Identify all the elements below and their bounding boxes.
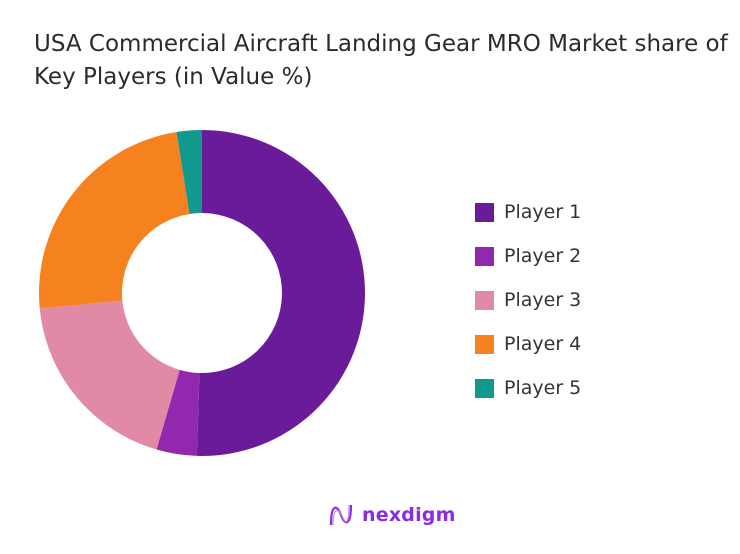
slice-player-5 (176, 130, 202, 214)
legend-item: Player 4 (475, 322, 581, 366)
nexdigm-wave-icon (329, 504, 353, 526)
slice-player-2 (156, 369, 200, 456)
legend-swatch (475, 246, 494, 266)
nexdigm-logo: nexdigm (328, 502, 456, 528)
legend-item: Player 2 (475, 234, 581, 278)
slice-player-4 (39, 132, 190, 309)
legend-swatch (475, 202, 494, 222)
legend-label: Player 1 (504, 201, 582, 223)
legend-swatch (475, 378, 494, 398)
legend-item: Player 3 (475, 278, 581, 322)
legend-label: Player 4 (504, 333, 582, 355)
legend-label: Player 3 (504, 289, 582, 311)
legend-item: Player 1 (475, 190, 581, 234)
legend-swatch (475, 334, 494, 354)
chart-title: USA Commercial Aircraft Landing Gear MRO… (34, 31, 728, 90)
logo-text: nexdigm (362, 504, 456, 526)
legend-swatch (475, 290, 494, 310)
legend-label: Player 5 (504, 377, 582, 399)
legend-label: Player 2 (504, 245, 582, 267)
legend-item: Player 5 (475, 366, 581, 410)
slice-player-1 (196, 130, 366, 456)
slice-player-3 (39, 300, 180, 450)
legend: Player 1 Player 2 Player 3 Player 4 Play… (475, 190, 581, 410)
